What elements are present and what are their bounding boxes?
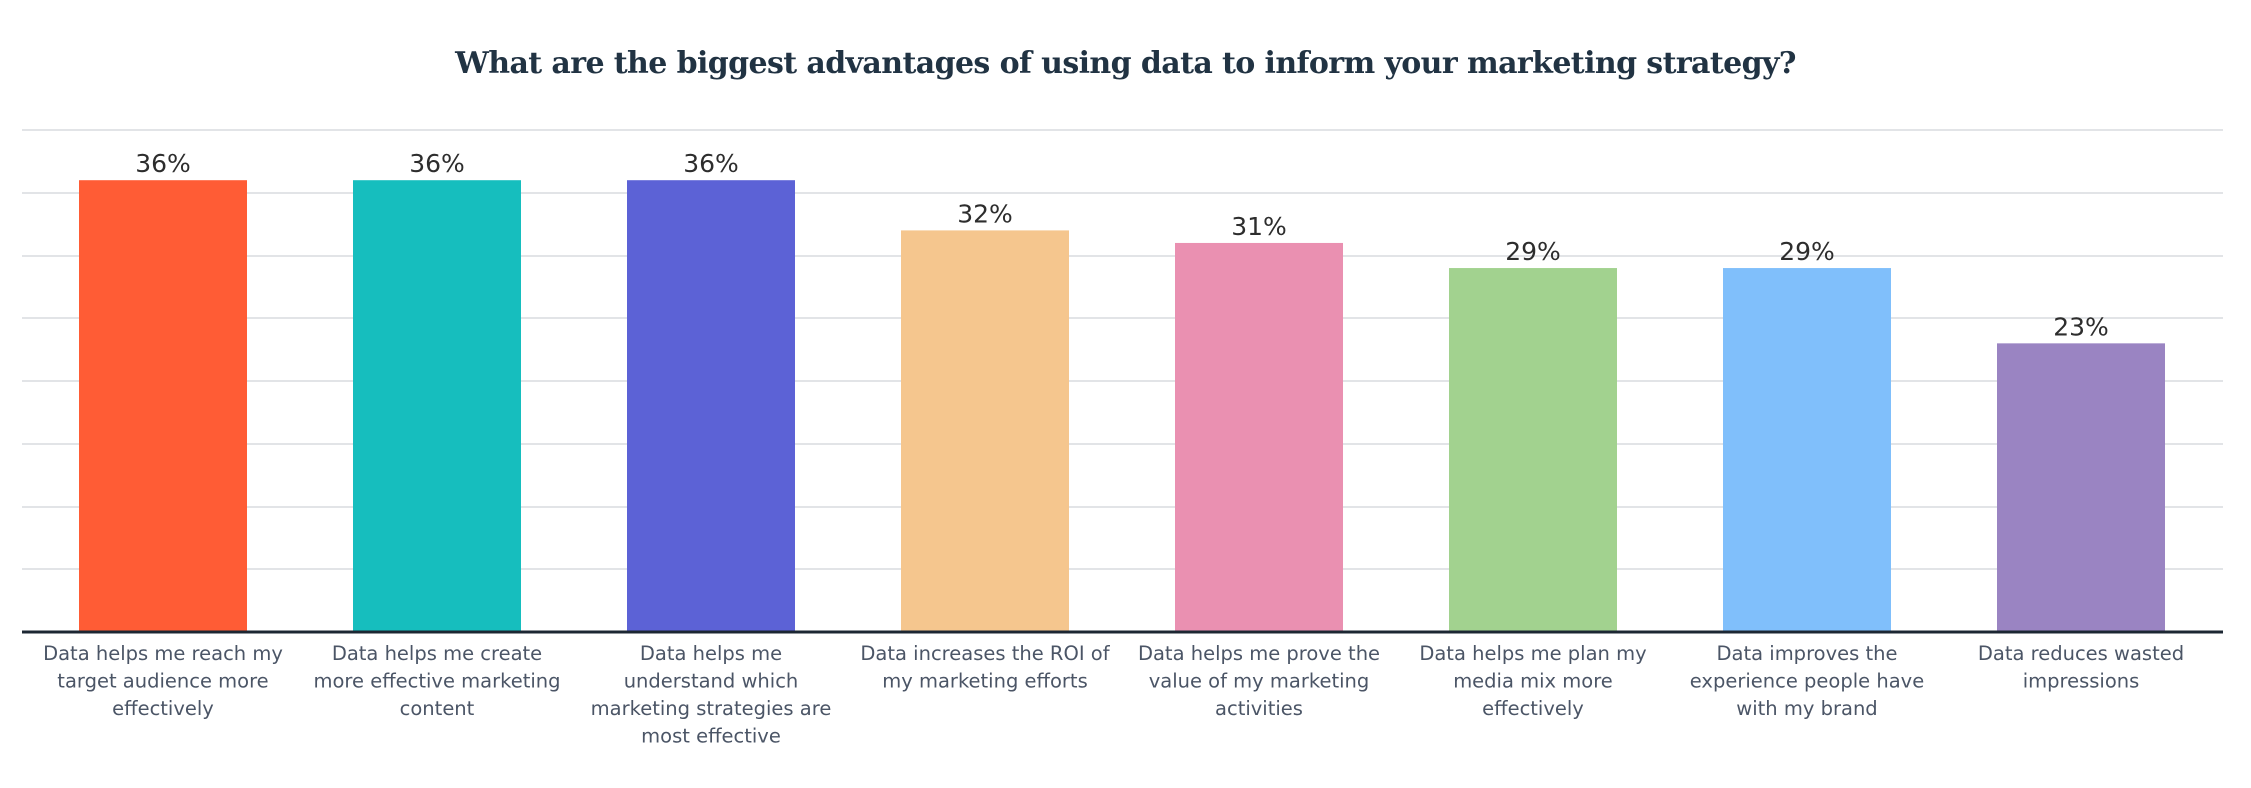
category-label-line: experience people have [1690,670,1924,693]
bar [1449,268,1617,632]
category-label-line: understand which [624,670,799,693]
category-label-line: Data increases the ROI of [860,642,1110,665]
data-label: 29% [1505,237,1561,266]
bars [79,180,2165,632]
data-label: 31% [1231,212,1287,241]
gridlines [22,129,2223,570]
bar [627,180,795,632]
data-labels: 36% 36% 36% 32% 31% 29% 29% 23% [135,149,2109,341]
category-label-line: content [400,697,475,720]
category-labels: Data helps me reach my target audience mo… [43,642,2184,748]
category-label-line: target audience more [57,670,268,693]
bar [353,180,521,632]
category-label-line: impressions [2023,670,2140,693]
data-label: 36% [409,149,465,178]
data-label: 36% [135,149,191,178]
category-label-line: my marketing efforts [882,670,1087,693]
category-label-line: Data helps me reach my [43,642,283,665]
category-label: Data reduces wasted impressions [1978,642,2184,693]
bar [1723,268,1891,632]
category-label-line: Data helps me prove the [1138,642,1380,665]
category-label-line: more effective marketing [313,670,560,693]
category-label: Data helps me prove the value of my marke… [1138,642,1380,720]
category-label-line: Data improves the [1717,642,1898,665]
bar [1175,242,1343,632]
category-label: Data helps me reach my target audience mo… [43,642,283,720]
category-label-line: value of my marketing [1149,670,1370,693]
bar [79,180,247,632]
category-label-line: Data helps me [640,642,782,665]
category-label: Data helps me understand which marketing s… [591,642,832,748]
category-label-line: media mix more [1453,670,1613,693]
category-label-line: Data helps me plan my [1419,642,1646,665]
category-label-line: with my brand [1736,697,1877,720]
category-label-line: most effective [641,725,781,748]
category-label-line: Data helps me create [332,642,542,665]
category-label-line: activities [1215,697,1303,720]
category-label: Data increases the ROI of my marketing ef… [860,642,1110,693]
data-label: 23% [2053,312,2109,341]
data-label: 32% [957,199,1013,228]
chart-title: What are the biggest advantages of using… [455,46,1796,81]
category-label-line: Data reduces wasted [1978,642,2184,665]
category-label: Data improves the experience people have w… [1690,642,1924,720]
bar [901,230,1069,632]
category-label-line: effectively [112,697,214,720]
category-label: Data helps me plan my media mix more effec… [1419,642,1646,720]
data-label: 36% [683,149,739,178]
bar [1997,343,2165,632]
category-label-line: effectively [1482,697,1584,720]
category-label: Data helps me create more effective marke… [313,642,560,720]
data-label: 29% [1779,237,1835,266]
category-label-line: marketing strategies are [591,697,832,720]
